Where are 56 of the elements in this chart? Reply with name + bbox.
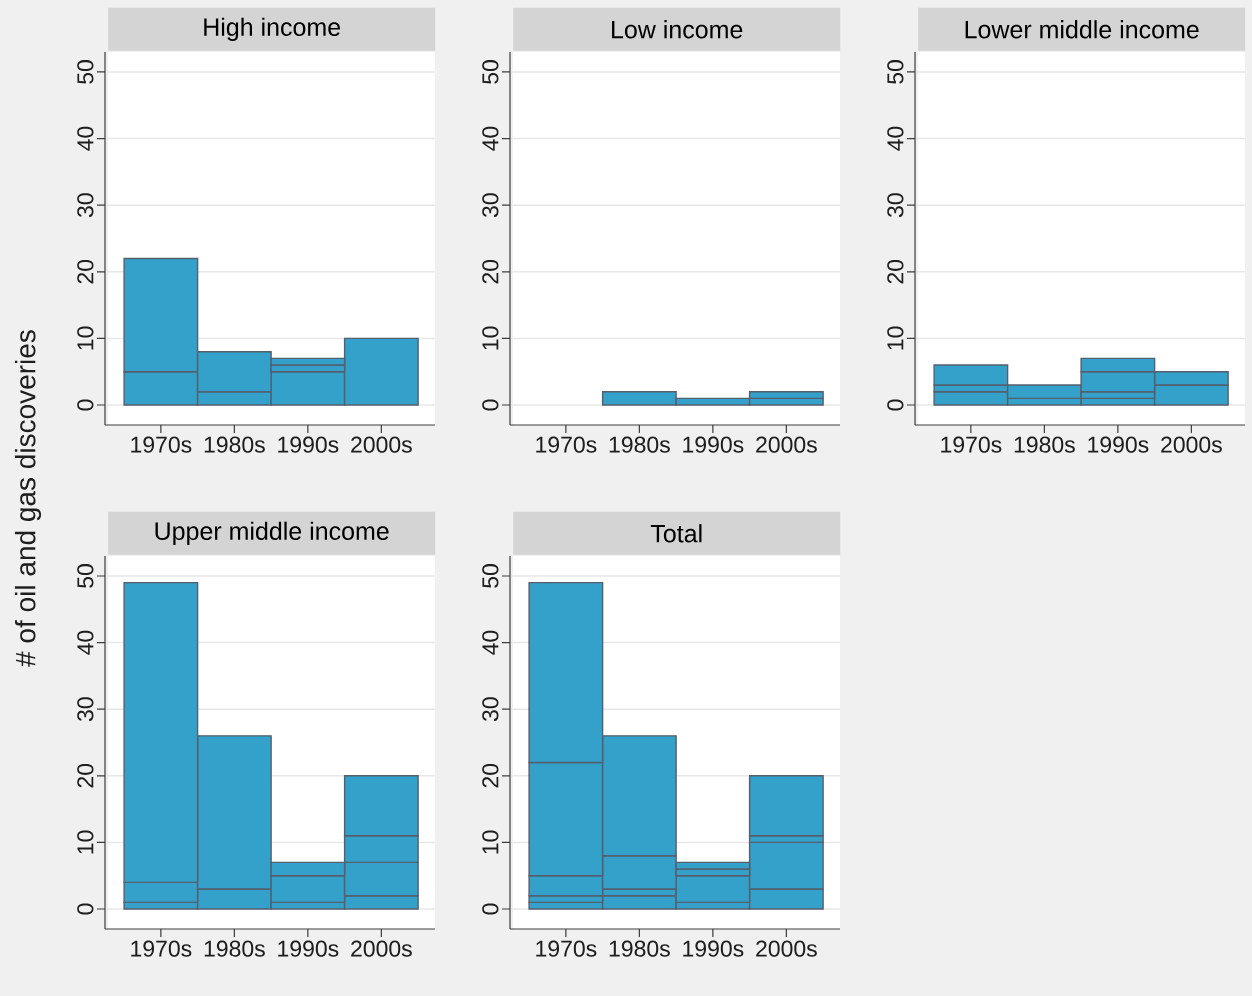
y-tick-label: 0 xyxy=(77,903,94,915)
x-tick-label: 1970s xyxy=(941,436,1002,453)
x-tick-label: 1970s xyxy=(131,940,192,957)
x-tick-label: 1970s xyxy=(536,436,597,453)
x-tick-label: 1990s xyxy=(1088,436,1149,453)
y-axis-title: # of oil and gas discoveries xyxy=(14,330,42,667)
y-tick-label: 40 xyxy=(482,126,499,151)
x-tick-label: 1990s xyxy=(278,940,339,957)
y-tick-label: 30 xyxy=(887,193,904,218)
y-tick-label: 20 xyxy=(887,259,904,284)
y-tick-label: 0 xyxy=(887,399,904,411)
x-tick-label: 1980s xyxy=(609,436,670,453)
y-tick-label: 30 xyxy=(482,193,499,218)
x-tick-label: 1990s xyxy=(278,436,339,453)
chart-title: Lower middle income xyxy=(965,20,1199,39)
y-tick-label: 10 xyxy=(482,830,499,854)
x-tick-label: 1980s xyxy=(204,436,265,453)
y-tick-label: 50 xyxy=(887,60,904,84)
chart-title: Low income xyxy=(612,20,743,39)
x-tick-label: 1970s xyxy=(131,436,192,453)
y-tick-label: 20 xyxy=(482,259,499,284)
x-tick-label: 1980s xyxy=(1014,436,1075,453)
y-tick-label: 40 xyxy=(77,126,94,151)
y-tick-label: 20 xyxy=(77,259,94,284)
y-tick-label: 20 xyxy=(77,763,94,788)
y-tick-label: 30 xyxy=(77,193,94,218)
chart-title: Total xyxy=(650,524,702,543)
y-tick-label: 50 xyxy=(77,60,94,84)
x-tick-label: 2000s xyxy=(1161,436,1222,453)
y-tick-label: 40 xyxy=(887,126,904,151)
y-tick-label: 0 xyxy=(482,903,499,915)
y-tick-label: 10 xyxy=(77,830,94,854)
y-tick-label: 0 xyxy=(77,399,94,411)
y-tick-label: 50 xyxy=(77,564,94,588)
y-tick-label: 10 xyxy=(77,326,94,350)
y-tick-label: 50 xyxy=(482,60,499,84)
chart-title: Upper middle income xyxy=(155,521,389,545)
y-tick-label: 30 xyxy=(77,697,94,722)
y-tick-label: 10 xyxy=(482,326,499,350)
x-tick-label: 2000s xyxy=(351,436,412,453)
x-tick-label: 2000s xyxy=(351,940,412,957)
y-tick-label: 0 xyxy=(482,399,499,411)
y-tick-label: 20 xyxy=(482,763,499,788)
y-tick-label: 50 xyxy=(482,564,499,588)
x-tick-label: 1970s xyxy=(536,940,597,957)
chart-title: High income xyxy=(204,17,341,41)
y-tick-label: 40 xyxy=(77,630,94,655)
x-tick-label: 2000s xyxy=(756,436,817,453)
y-tick-label: 40 xyxy=(482,630,499,655)
y-tick-label: 30 xyxy=(482,697,499,722)
x-tick-label: 1990s xyxy=(683,436,744,453)
y-tick-label: 10 xyxy=(887,326,904,350)
x-tick-label: 1980s xyxy=(204,940,265,957)
x-tick-label: 1980s xyxy=(609,940,670,957)
x-tick-label: 2000s xyxy=(756,940,817,957)
x-tick-label: 1990s xyxy=(683,940,744,957)
